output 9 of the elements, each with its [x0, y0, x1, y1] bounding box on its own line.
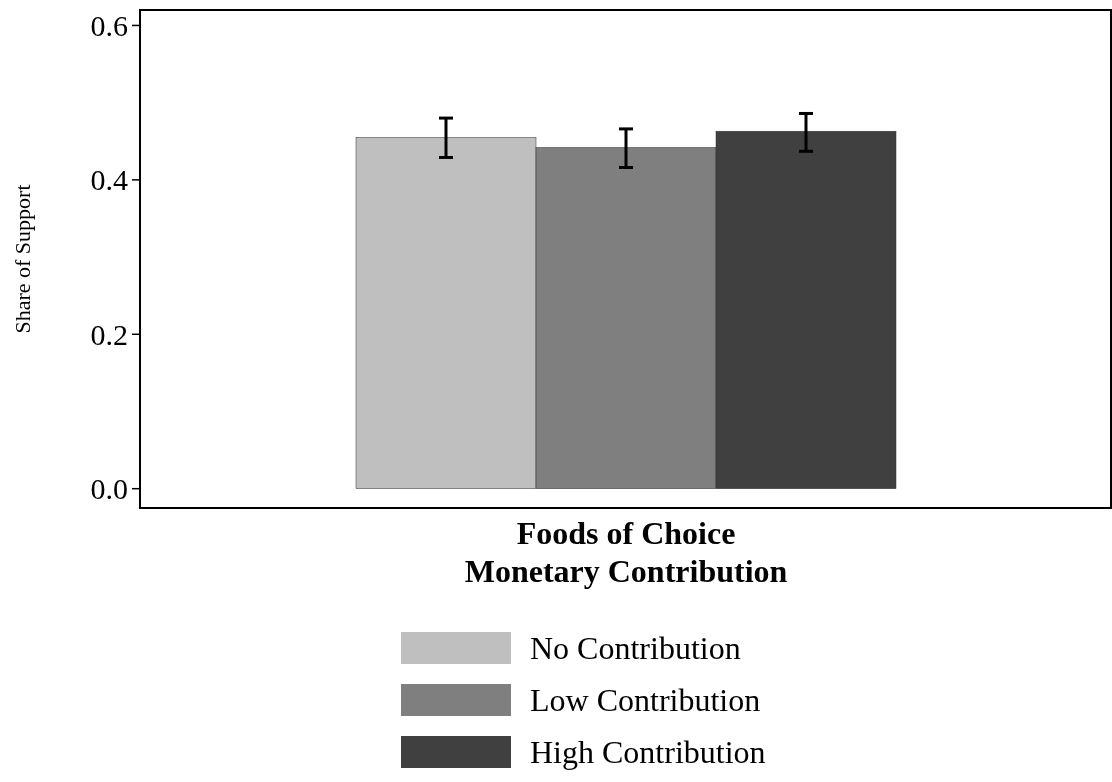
y-tick-label: 0.6 [90, 8, 128, 42]
y-tick-label: 0.0 [90, 472, 128, 506]
legend-label: High Contribution [530, 734, 766, 771]
y-tick-label: 0.4 [90, 163, 128, 197]
legend-label: Low Contribution [530, 682, 761, 719]
y-axis-title: Share of Support [10, 184, 35, 334]
legend-label: No Contribution [530, 630, 741, 667]
x-axis-title: Foods of Choice Monetary Contribution [464, 515, 788, 589]
y-tick-label: 0.2 [90, 317, 128, 351]
